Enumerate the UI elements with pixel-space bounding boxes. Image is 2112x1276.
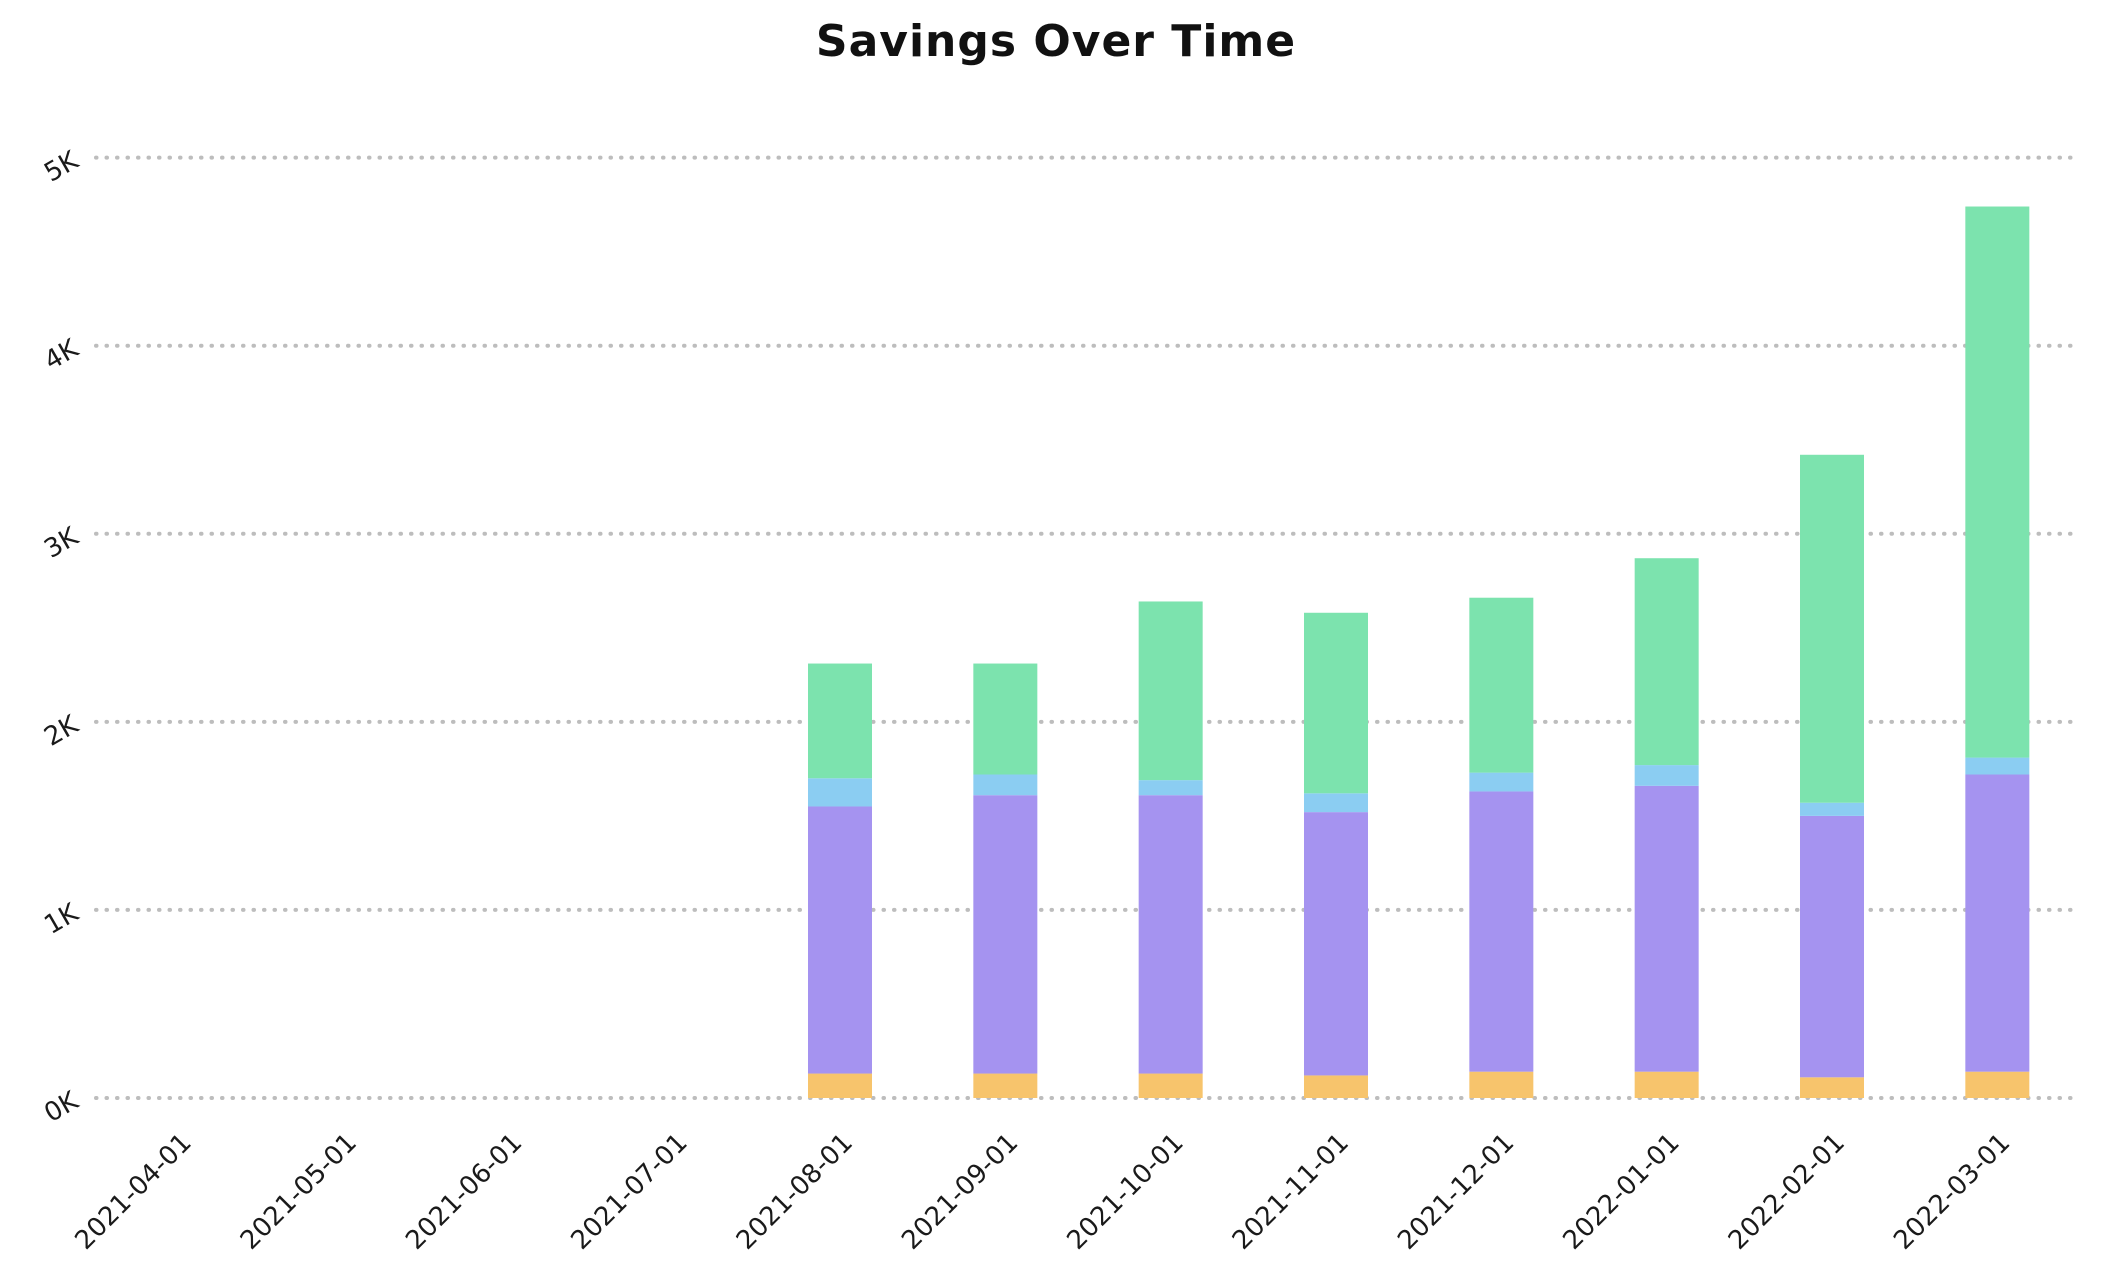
y-tick-label: 0K <box>39 1086 84 1129</box>
bar-segment-green <box>1965 206 2030 758</box>
x-tick-label: 2021-08-01 <box>731 1128 859 1256</box>
bar-segment-green <box>1138 601 1203 781</box>
bar-segment-purple <box>1469 791 1534 1072</box>
bar-segment-orange <box>1138 1073 1203 1098</box>
y-tick-label: 1K <box>39 898 84 941</box>
y-tick-label: 2K <box>39 709 84 752</box>
x-tick-label: 2021-05-01 <box>235 1128 363 1256</box>
y-tick-label: 3K <box>39 521 84 564</box>
bar-segment-blue <box>973 774 1038 796</box>
bar-segment-blue <box>1138 780 1203 796</box>
bar-segment-blue <box>808 778 872 807</box>
bar-segment-orange <box>973 1073 1038 1098</box>
y-tick-label: 4K <box>39 333 84 376</box>
bar-segment-green <box>1304 612 1368 794</box>
bar-segment-orange <box>808 1073 872 1098</box>
bar-segment-orange <box>1965 1071 2030 1098</box>
chart-title: Savings Over Time <box>815 16 1297 67</box>
bar-segment-orange <box>1634 1071 1699 1098</box>
x-tick-label: 2021-09-01 <box>896 1128 1024 1256</box>
bar-segment-green <box>808 663 872 779</box>
x-tick-label: 2021-11-01 <box>1227 1128 1355 1256</box>
x-tick-label: 2022-02-01 <box>1723 1128 1851 1256</box>
bar-segment-blue <box>1965 757 2030 775</box>
bar-segment-orange <box>1800 1077 1864 1098</box>
bar-segment-green <box>973 663 1038 775</box>
x-tick-label: 2021-04-01 <box>70 1128 198 1256</box>
x-tick-label: 2021-07-01 <box>566 1128 694 1256</box>
bar-segment-green <box>1469 597 1534 773</box>
x-tick-label: 2022-01-01 <box>1558 1128 1686 1256</box>
x-tick-label: 2022-03-01 <box>1888 1128 2016 1256</box>
bar-segment-purple <box>808 806 872 1074</box>
bar-segment-orange <box>1304 1075 1368 1098</box>
bar-segment-blue <box>1304 793 1368 813</box>
bar-segment-blue <box>1469 772 1534 792</box>
x-tick-label: 2021-12-01 <box>1392 1128 1520 1256</box>
bar-segment-purple <box>1138 795 1203 1074</box>
x-tick-label: 2021-06-01 <box>400 1128 528 1256</box>
y-tick-label: 5K <box>39 145 84 188</box>
bar-segment-orange <box>1469 1071 1534 1098</box>
bar-segment-purple <box>973 795 1038 1074</box>
bar-segment-blue <box>1634 765 1699 786</box>
bar-segment-blue <box>1800 802 1864 816</box>
bar-segment-purple <box>1800 815 1864 1078</box>
bar-segment-purple <box>1965 774 2030 1072</box>
bar-segment-green <box>1800 454 1864 803</box>
bar-segment-purple <box>1304 812 1368 1076</box>
bar-segment-green <box>1634 558 1699 766</box>
x-tick-label: 2021-10-01 <box>1062 1128 1190 1256</box>
bar-segment-purple <box>1634 785 1699 1072</box>
